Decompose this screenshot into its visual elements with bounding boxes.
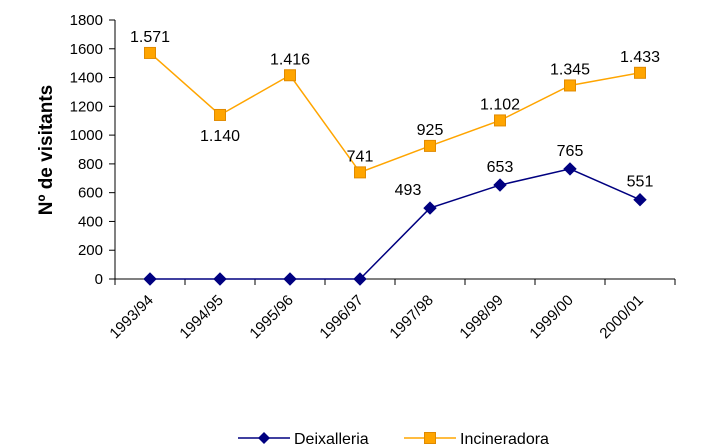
data-label: 1.102 bbox=[480, 96, 520, 113]
legend-label: Incineradora bbox=[460, 431, 549, 448]
x-tick-label: 1999/00 bbox=[526, 292, 576, 342]
x-tick-label: 2000/01 bbox=[596, 292, 646, 342]
x-tick-label: 1995/96 bbox=[246, 292, 296, 342]
y-tick-label: 0 bbox=[95, 271, 103, 288]
data-point-incineradora bbox=[494, 114, 506, 127]
data-label: 925 bbox=[417, 122, 444, 139]
data-point-incineradora bbox=[424, 139, 436, 152]
y-tick-label: 1200 bbox=[70, 98, 103, 115]
legend: Deixalleria Incineradora bbox=[238, 431, 549, 448]
data-point-deixalleria bbox=[633, 193, 647, 207]
data-label: 1.140 bbox=[200, 128, 240, 145]
legend-marker-incineradora bbox=[424, 432, 436, 444]
data-label: 1.416 bbox=[270, 51, 310, 68]
plot-area bbox=[143, 46, 647, 286]
x-tick-label: 1997/98 bbox=[386, 292, 436, 342]
data-label: 741 bbox=[347, 148, 374, 165]
data-point-deixalleria bbox=[213, 272, 227, 286]
data-point-deixalleria bbox=[353, 272, 367, 286]
data-label: 653 bbox=[487, 159, 514, 176]
data-point-incineradora bbox=[284, 69, 296, 82]
y-tick-label: 1800 bbox=[70, 12, 103, 29]
data-label: 1.433 bbox=[620, 49, 660, 66]
series-line-deixalleria bbox=[150, 168, 641, 280]
data-point-incineradora bbox=[564, 79, 576, 92]
y-tick-label: 1600 bbox=[70, 41, 103, 58]
data-point-deixalleria bbox=[423, 201, 437, 215]
y-axis-title: Nº de visitants bbox=[36, 85, 57, 215]
data-label: 1.345 bbox=[550, 61, 590, 78]
data-point-deixalleria bbox=[563, 162, 577, 176]
y-tick-label: 1400 bbox=[70, 70, 103, 87]
data-point-incineradora bbox=[354, 166, 366, 179]
x-tick-label: 1994/95 bbox=[176, 292, 226, 342]
data-labels: 493 653 765 551 1.571 1.140 1.416 741 925 1.102 1.… bbox=[130, 29, 660, 199]
data-point-deixalleria bbox=[493, 178, 507, 192]
data-point-incineradora bbox=[634, 66, 646, 79]
data-point-incineradora bbox=[144, 46, 156, 59]
y-tick-label: 600 bbox=[78, 185, 103, 202]
data-label: 551 bbox=[627, 174, 654, 191]
x-tick-label: 1996/97 bbox=[316, 292, 366, 342]
data-point-deixalleria bbox=[143, 272, 157, 286]
series-line-incineradora bbox=[149, 52, 641, 174]
legend-label: Deixalleria bbox=[294, 431, 369, 448]
y-tick-label: 800 bbox=[78, 156, 103, 173]
legend-marker-deixalleria bbox=[258, 432, 270, 444]
x-tick-label: 1993/94 bbox=[106, 292, 156, 342]
data-point-deixalleria bbox=[283, 272, 297, 286]
data-point-incineradora bbox=[214, 108, 226, 121]
y-tick-label: 1000 bbox=[70, 127, 103, 144]
data-label: 1.571 bbox=[130, 29, 170, 46]
y-tick-label: 200 bbox=[78, 242, 103, 259]
data-label: 765 bbox=[557, 143, 584, 160]
y-tick-label: 400 bbox=[78, 213, 103, 230]
data-label: 493 bbox=[395, 182, 422, 199]
x-tick-label: 1998/99 bbox=[456, 292, 506, 342]
